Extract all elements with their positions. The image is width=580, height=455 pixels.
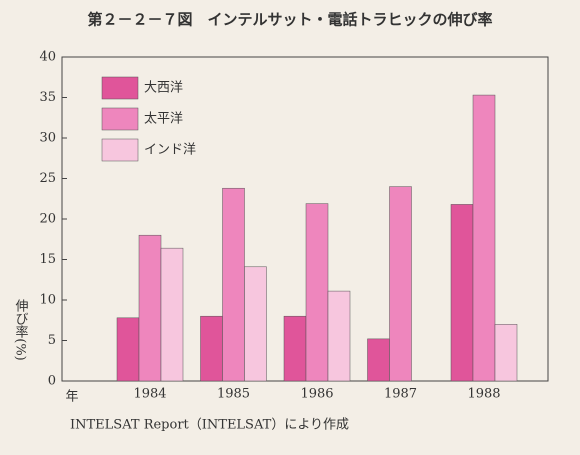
bar xyxy=(494,324,518,382)
y-tick-label: 15 xyxy=(39,252,56,267)
legend-swatch xyxy=(101,138,139,162)
x-tick-label: 1984 xyxy=(133,387,166,402)
bar xyxy=(283,315,307,382)
footnote: INTELSAT Report（INTELSAT）により作成 xyxy=(70,418,349,433)
y-tick-label: 35 xyxy=(39,90,56,105)
y-axis-label: 伸び率(%) xyxy=(13,299,29,361)
y-tick-label: 0 xyxy=(48,374,56,389)
chart-title: 第２－２－７図 インテルサット・電話トラヒックの伸び率 xyxy=(87,11,492,29)
x-axis-label: 年 xyxy=(65,390,78,405)
x-tick-label: 1986 xyxy=(300,387,333,402)
y-tick-label: 30 xyxy=(39,131,56,146)
x-tick-label: 1987 xyxy=(384,387,417,402)
y-tick-label: 25 xyxy=(39,171,56,186)
x-tick-label: 1988 xyxy=(467,387,500,402)
bar xyxy=(305,203,329,382)
legend-swatch xyxy=(101,76,139,100)
bar xyxy=(327,290,351,382)
legend-label: 太平洋 xyxy=(144,112,183,127)
bar xyxy=(472,94,496,382)
y-tick-label: 40 xyxy=(39,50,56,65)
y-tick-label: 20 xyxy=(39,212,56,227)
legend-swatch xyxy=(101,107,139,131)
legend-label: 大西洋 xyxy=(144,81,183,96)
x-tick-label: 1985 xyxy=(217,387,250,402)
bar xyxy=(367,338,390,382)
bar xyxy=(160,247,184,382)
bar xyxy=(116,317,140,382)
y-tick-label: 5 xyxy=(48,333,56,348)
bar xyxy=(200,315,223,382)
bar xyxy=(222,187,245,382)
bar xyxy=(389,186,412,382)
y-tick-label: 10 xyxy=(39,293,56,308)
legend-label: インド洋 xyxy=(144,143,196,158)
bar xyxy=(450,204,474,382)
bar xyxy=(138,234,162,382)
bar xyxy=(244,266,267,382)
